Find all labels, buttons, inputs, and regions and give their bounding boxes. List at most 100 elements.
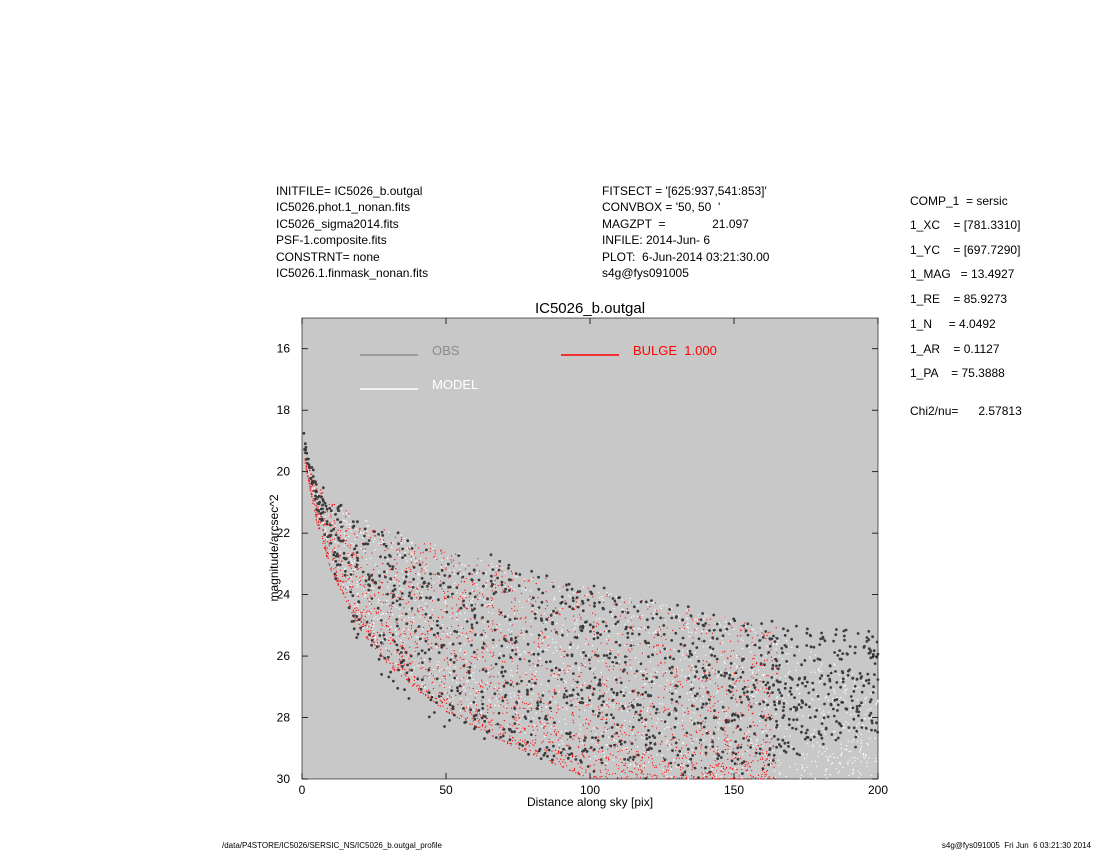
data-point <box>491 724 493 726</box>
data-point <box>644 600 648 604</box>
data-point <box>608 665 611 667</box>
data-point <box>391 679 395 683</box>
data-point <box>574 620 576 622</box>
data-point <box>510 707 513 709</box>
data-point <box>575 772 577 774</box>
data-point <box>629 764 631 766</box>
data-point <box>410 668 413 672</box>
data-point <box>682 649 684 652</box>
data-point <box>382 612 385 615</box>
data-point <box>852 768 855 771</box>
data-point <box>395 579 398 581</box>
data-point <box>602 618 605 621</box>
data-point <box>812 744 814 746</box>
data-point <box>487 611 490 614</box>
data-point <box>615 702 618 705</box>
data-point <box>480 711 482 713</box>
data-point <box>316 499 319 501</box>
data-point <box>465 660 467 663</box>
data-point <box>511 630 513 633</box>
data-point <box>766 752 768 755</box>
data-point <box>400 675 402 677</box>
data-point <box>424 633 426 636</box>
data-point <box>448 718 451 722</box>
data-point <box>691 765 694 767</box>
data-point <box>480 685 482 687</box>
data-point <box>727 622 731 625</box>
data-point <box>541 721 543 723</box>
data-point <box>678 757 681 759</box>
data-point <box>716 748 718 750</box>
data-point <box>334 575 336 577</box>
data-point <box>555 701 557 703</box>
data-point <box>518 600 521 603</box>
data-point <box>679 681 681 683</box>
data-point <box>481 724 483 726</box>
data-point <box>564 618 567 620</box>
data-point <box>633 763 635 765</box>
data-point <box>778 764 780 767</box>
data-point <box>575 705 577 708</box>
data-point <box>693 687 695 689</box>
data-point <box>565 755 567 757</box>
data-point <box>446 692 448 694</box>
data-point <box>530 626 532 628</box>
data-point <box>616 682 618 684</box>
data-point <box>736 701 738 703</box>
data-point <box>729 767 731 769</box>
data-point <box>640 736 643 738</box>
data-point <box>534 752 536 755</box>
data-point <box>680 675 683 677</box>
data-point <box>421 634 423 637</box>
data-point <box>472 583 474 586</box>
data-point <box>543 637 546 639</box>
data-point <box>854 735 858 739</box>
data-point <box>601 711 603 713</box>
data-point <box>710 710 712 713</box>
data-point <box>695 738 698 740</box>
data-point <box>722 771 724 773</box>
data-point <box>592 691 594 693</box>
data-point <box>443 686 445 688</box>
data-point <box>358 612 361 614</box>
data-point <box>530 603 532 605</box>
data-point <box>727 758 729 761</box>
data-point <box>418 689 420 691</box>
data-point <box>448 667 451 670</box>
data-point <box>657 664 659 666</box>
data-point <box>443 659 446 661</box>
data-point <box>762 730 764 733</box>
data-point <box>377 586 381 590</box>
data-point <box>566 629 569 632</box>
data-point <box>807 691 811 695</box>
data-point <box>637 731 639 734</box>
data-point <box>567 745 569 747</box>
data-point <box>684 711 686 714</box>
data-point <box>398 603 402 607</box>
data-point <box>498 610 500 613</box>
data-point <box>590 711 592 713</box>
data-point <box>649 680 651 682</box>
data-point <box>725 715 727 717</box>
data-point <box>529 664 531 666</box>
data-point <box>504 661 506 663</box>
data-point <box>505 705 507 708</box>
data-point <box>501 734 505 738</box>
data-point <box>739 719 741 721</box>
data-point <box>715 692 718 694</box>
data-point <box>627 673 629 675</box>
data-point <box>356 603 358 606</box>
data-point <box>514 575 516 577</box>
data-point <box>413 553 415 555</box>
data-point <box>668 726 670 728</box>
data-point <box>391 565 395 568</box>
data-point <box>763 771 766 773</box>
data-point <box>860 745 863 747</box>
data-point <box>766 771 768 773</box>
data-point <box>461 563 464 566</box>
data-point <box>634 672 636 675</box>
data-point <box>688 699 690 701</box>
data-point <box>390 653 393 655</box>
data-point <box>715 752 717 754</box>
data-point <box>354 565 356 567</box>
